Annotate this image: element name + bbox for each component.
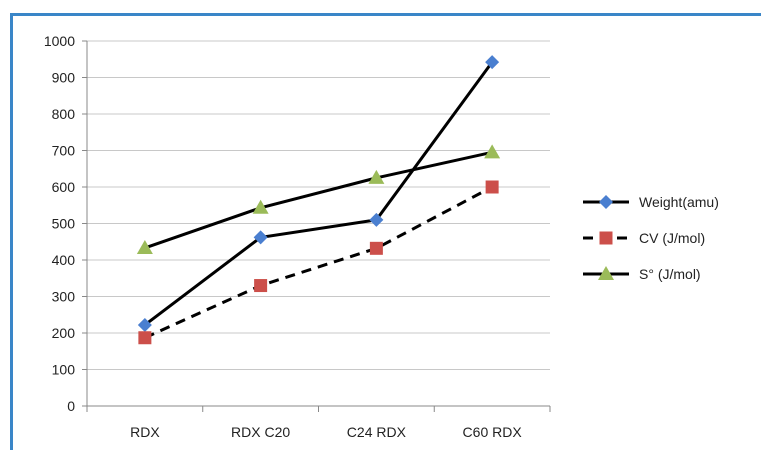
legend-marker [599, 195, 613, 209]
legend-entry: S° (J/mol) [583, 266, 701, 282]
data-point-marker [252, 199, 269, 214]
y-axis-tick-labels: 0 100 200 300 400 500 600 700 800 900 1000 [44, 33, 75, 414]
y-tick-label: 800 [52, 106, 76, 122]
y-tick-label: 0 [67, 398, 75, 414]
legend-marker [599, 231, 613, 245]
y-tick-label: 300 [52, 289, 76, 305]
y-tick-label: 200 [52, 325, 76, 341]
x-tick-label: C60 RDX [463, 424, 523, 440]
axes [82, 40, 551, 412]
data-point-marker [137, 317, 152, 332]
data-point-marker [484, 144, 501, 159]
y-tick-label: 400 [52, 252, 76, 268]
y-tick-label: 900 [52, 70, 76, 86]
data-point-marker [369, 212, 384, 227]
data-point-marker [254, 279, 268, 293]
legend-label: S° (J/mol) [639, 266, 701, 282]
y-tick-label: 100 [52, 362, 76, 378]
data-point-marker [369, 241, 383, 255]
y-tick-label: 1000 [44, 33, 75, 49]
gridlines [87, 40, 550, 370]
legend-marker [598, 266, 614, 280]
data-point-marker [368, 169, 385, 184]
data-point-marker [485, 180, 499, 194]
series-1 [138, 180, 499, 345]
data-point-marker [253, 230, 268, 245]
x-tick-label: RDX [130, 424, 160, 440]
data-point-marker [138, 331, 152, 345]
data-point-marker [485, 55, 500, 70]
series-line [144, 185, 493, 340]
series-line [144, 150, 493, 250]
frame-left-border [10, 13, 13, 450]
series-0 [137, 55, 500, 332]
series-layer [136, 55, 501, 345]
y-tick-label: 600 [52, 179, 76, 195]
legend-entry: Weight(amu) [583, 194, 719, 210]
x-axis-tick-labels: RDX RDX C20 C24 RDX C60 RDX [130, 424, 522, 440]
y-tick-label: 500 [52, 216, 76, 232]
legend: Weight(amu) CV (J/mol) S° (J/mol) [583, 194, 719, 282]
legend-label: CV (J/mol) [639, 230, 705, 246]
legend-entry: CV (J/mol) [583, 230, 705, 246]
y-tick-label: 700 [52, 143, 76, 159]
legend-label: Weight(amu) [639, 194, 719, 210]
x-tick-label: C24 RDX [347, 424, 407, 440]
x-tick-label: RDX C20 [231, 424, 290, 440]
series-2 [136, 144, 501, 254]
series-line [143, 61, 494, 327]
data-point-marker [136, 239, 153, 254]
frame-top-border [10, 13, 761, 16]
